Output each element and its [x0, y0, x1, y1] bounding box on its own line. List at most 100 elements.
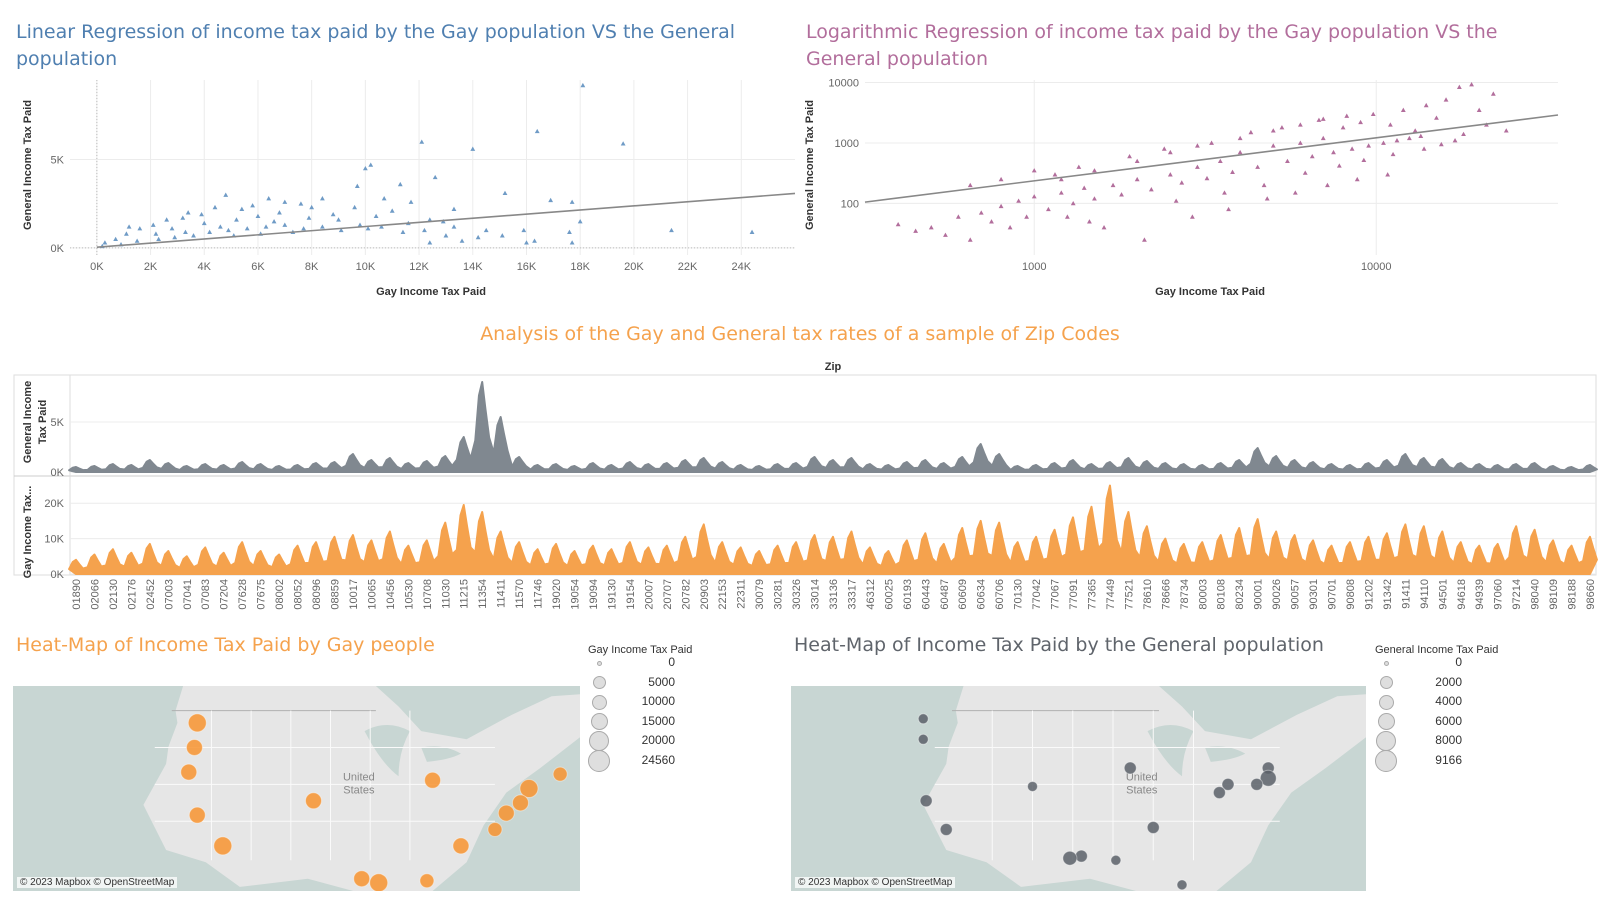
linear-point — [207, 229, 213, 234]
log-point — [1248, 129, 1254, 135]
log-grid — [865, 80, 1558, 255]
log-point — [1134, 158, 1140, 164]
heat-gay-map-marker — [552, 766, 568, 782]
log-y-axis-label: General Income Tax Paid — [804, 100, 816, 230]
log-point — [998, 176, 1004, 182]
linear-point — [749, 229, 755, 234]
zip-x-tick-label: 77091 — [1068, 579, 1080, 610]
log-x-tick-label: 1000 — [1022, 261, 1046, 273]
heat-general-legend-value: 4000 — [1435, 694, 1462, 708]
log-point — [1189, 214, 1195, 219]
log-point — [1394, 138, 1400, 143]
heat-general-legend-swatch — [1377, 713, 1395, 730]
log-point — [967, 237, 973, 242]
log-point — [1325, 182, 1330, 188]
log-points[interactable] — [895, 82, 1509, 242]
linear-scatter-chart[interactable]: 0K 2K 4K 6K 8K 10K 12K 14K 16K 18K 20K 22K 24K 0K5K … — [0, 74, 800, 304]
linear-point — [569, 199, 575, 204]
linear-point — [354, 183, 360, 188]
log-point — [1058, 190, 1064, 195]
log-point — [1081, 185, 1087, 190]
linear-point — [352, 204, 358, 210]
heat-gay-legend-swatch — [596, 660, 602, 666]
linear-point — [113, 236, 119, 242]
zip-general-area[interactable] — [68, 381, 1598, 473]
linear-point — [263, 224, 269, 229]
log-y-tick-label: 100 — [841, 198, 859, 210]
linear-point — [336, 217, 341, 222]
log-point — [1358, 119, 1363, 125]
zip-area-chart[interactable]: Zip 0K 5K 0K 10K 20K 01890 02066 02130 02176 024… — [0, 355, 1600, 617]
linear-y-ticks: 0K 5K — [51, 155, 65, 255]
linear-x-axis-label: Gay Income Tax Paid — [376, 286, 486, 298]
heat-general-legend-swatch — [1378, 694, 1394, 710]
zip-x-ticks: 01890 02066 02130 02176 02452 07003 07041 07083… — [71, 579, 1597, 610]
zip-x-tick-label: 94939 — [1474, 579, 1486, 610]
zip-x-tick-label: 30079 — [754, 579, 766, 610]
zip-x-tick-label: 08052 — [293, 579, 305, 610]
linear-point — [532, 238, 537, 243]
heat-general-legend-value: 0 — [1455, 655, 1462, 669]
log-point — [1031, 168, 1037, 173]
log-point — [1390, 151, 1396, 157]
log-point — [1070, 200, 1076, 206]
log-y-tick-label: 1000 — [835, 138, 859, 150]
heat-gay-legend-value: 24560 — [641, 752, 675, 767]
heat-gay-map-lake-2 — [421, 746, 461, 762]
log-scatter-chart[interactable]: 1000 10000 100 1000 10000 Gay Income Tax Pa… — [790, 74, 1580, 304]
linear-x-tick-label: 16K — [517, 261, 537, 273]
linear-points[interactable] — [99, 82, 755, 249]
log-point — [1443, 97, 1449, 102]
linear-x-tick-label: 6K — [251, 261, 265, 273]
heat-general-map-marker — [1259, 769, 1277, 787]
linear-x-tick-label: 4K — [198, 261, 212, 273]
zip-x-tick-label: 20782 — [680, 579, 692, 610]
log-point — [1127, 153, 1132, 159]
heat-general-map-ocean — [791, 686, 958, 834]
heat-gay-map[interactable]: United States © 2023 Mapbox © OpenStreetM… — [13, 686, 580, 891]
linear-point — [199, 211, 204, 217]
log-point — [1092, 168, 1097, 173]
linear-point — [427, 217, 433, 222]
linear-point — [320, 224, 325, 229]
zip-x-tick-label: 11411 — [496, 579, 508, 608]
linear-point — [137, 226, 143, 231]
zip-x-tick-label: 30281 — [773, 579, 785, 610]
linear-point — [427, 240, 433, 245]
linear-point — [234, 217, 239, 222]
linear-point — [201, 220, 207, 226]
zip-gay-area[interactable] — [68, 484, 1598, 575]
zip-x-tick-label: 60634 — [976, 579, 988, 610]
linear-chart-title: Linear Regression of income tax paid by … — [16, 21, 736, 70]
zip-x-tick-label: 98109 — [1548, 579, 1560, 610]
zip-x-tick-label: 60193 — [902, 579, 914, 610]
zip-x-tick-label: 77449 — [1105, 579, 1117, 610]
linear-point — [126, 224, 132, 229]
linear-point — [422, 227, 427, 233]
heat-general-map-marker — [917, 733, 929, 745]
zip-x-tick-label: 11570 — [514, 579, 526, 609]
linear-x-tick-label: 10K — [356, 261, 376, 273]
log-point — [1503, 128, 1509, 133]
log-point — [1045, 206, 1051, 212]
linear-x-tick-label: 20K — [624, 261, 644, 273]
linear-point — [432, 174, 438, 180]
linear-point — [357, 222, 363, 227]
heat-gay-legend-swatch — [588, 749, 610, 772]
heat-general-map-credit: © 2023 Mapbox © OpenStreetMap — [795, 877, 956, 888]
zip-x-tick-label: 97214 — [1511, 579, 1523, 610]
heat-general-map-marker — [1123, 761, 1137, 775]
heat-general-map-country-label: United States — [1126, 771, 1158, 796]
log-point — [1344, 113, 1350, 118]
linear-point — [134, 238, 140, 243]
heat-gay-legend-swatch — [589, 731, 609, 751]
zip-x-tick-label: 19094 — [588, 579, 600, 610]
zip-x-tick-label: 91411 — [1400, 579, 1412, 609]
log-point — [1469, 82, 1474, 87]
heat-gay-legend-value: 0 — [668, 655, 675, 669]
zip-x-tick-label: 77067 — [1050, 579, 1062, 610]
log-point — [1230, 169, 1235, 174]
heat-general-map[interactable]: United States © 2023 Mapbox © OpenStreetM… — [791, 686, 1366, 891]
zip-x-tick-label: 02452 — [145, 579, 157, 610]
linear-point — [451, 224, 457, 229]
